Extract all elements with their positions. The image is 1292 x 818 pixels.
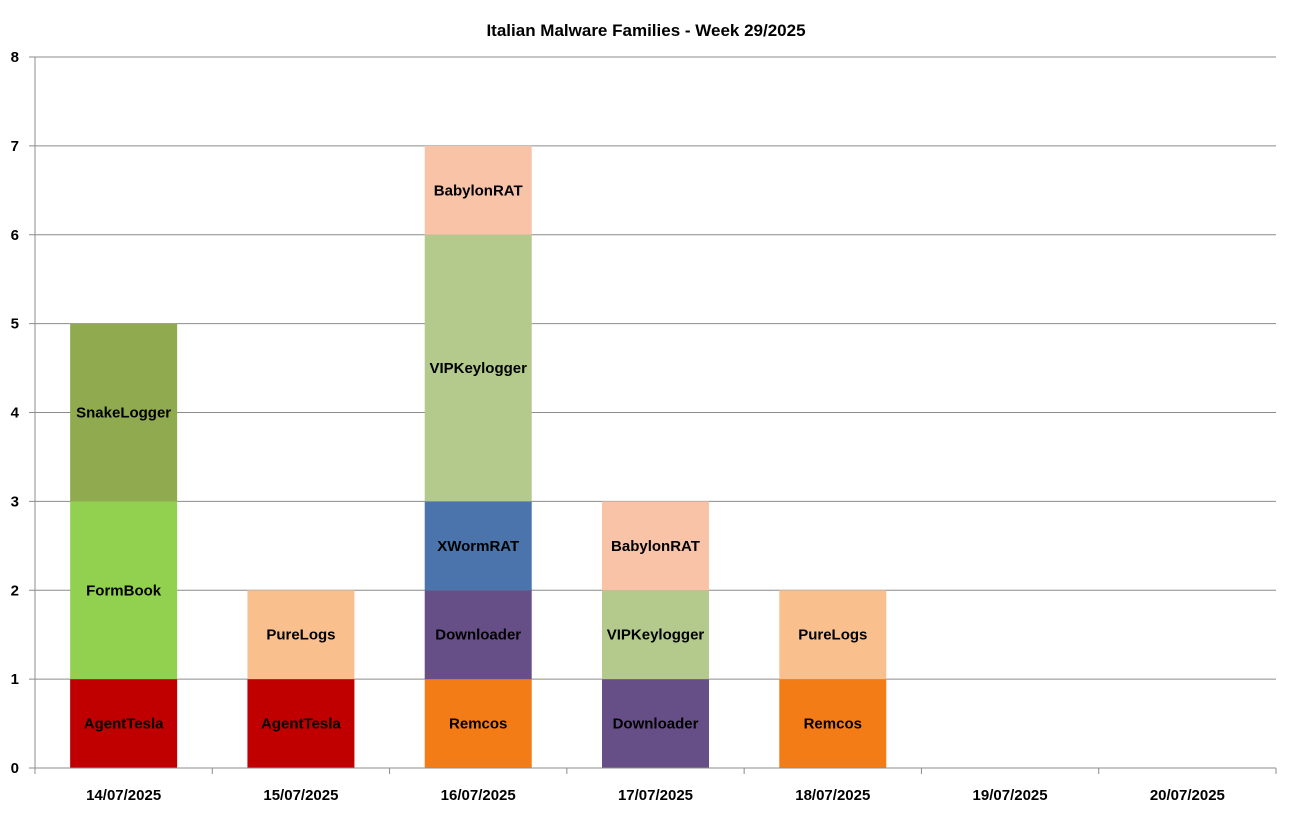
x-tick-label: 17/07/2025 xyxy=(618,787,693,804)
x-tick-label: 20/07/2025 xyxy=(1150,787,1225,804)
segment-label: Remcos xyxy=(804,716,862,733)
bar-segment xyxy=(602,501,709,591)
segment-label: BabylonRAT xyxy=(434,182,523,199)
segment-label: XWormRAT xyxy=(437,538,519,555)
bar-segment xyxy=(779,679,887,768)
segment-label: AgentTesla xyxy=(261,716,341,733)
segment-label: PureLogs xyxy=(798,627,867,644)
bar-segment xyxy=(424,679,532,768)
x-tick-label: 15/07/2025 xyxy=(263,787,338,804)
y-tick-label: 0 xyxy=(11,760,19,777)
bar-segment xyxy=(247,590,355,680)
y-tick-label: 4 xyxy=(11,405,20,422)
y-tick-label: 8 xyxy=(11,49,19,66)
segment-label: AgentTesla xyxy=(84,716,164,733)
bar-segment xyxy=(70,679,178,768)
axes xyxy=(29,56,1277,774)
bar-segment xyxy=(602,679,709,768)
y-tick-label: 6 xyxy=(11,227,19,244)
x-tick-label: 14/07/2025 xyxy=(86,787,161,804)
bar-segment xyxy=(247,679,355,768)
segment-label: BabylonRAT xyxy=(611,538,700,555)
chart-title: Italian Malware Families - Week 29/2025 xyxy=(486,21,805,40)
y-tick-label: 2 xyxy=(11,582,19,599)
x-tick-label: 16/07/2025 xyxy=(441,787,516,804)
bar-segment xyxy=(424,590,532,680)
y-tick-label: 5 xyxy=(11,316,19,333)
segment-label: SnakeLogger xyxy=(76,405,171,422)
bar-segment xyxy=(70,323,178,502)
x-tick-label: 19/07/2025 xyxy=(973,787,1048,804)
segment-label: FormBook xyxy=(86,582,162,599)
y-tick-label: 1 xyxy=(11,671,19,688)
segment-label: Remcos xyxy=(449,716,507,733)
bar-segment xyxy=(424,145,532,235)
segment-label: VIPKeylogger xyxy=(429,360,527,377)
bar-segment xyxy=(70,501,178,680)
bar-segment xyxy=(779,590,887,680)
x-tick-label: 18/07/2025 xyxy=(795,787,870,804)
bar-segment xyxy=(424,234,532,502)
segment-label: Downloader xyxy=(435,627,521,644)
tick-labels: 0 1 2 3 4 5 6 7 8 AgentTesla FormBook SnakeLogger Ag… xyxy=(11,49,1225,804)
bar-segment xyxy=(602,590,709,680)
segment-label: Downloader xyxy=(613,716,699,733)
segment-label: PureLogs xyxy=(266,627,335,644)
y-tick-label: 3 xyxy=(11,493,19,510)
bars xyxy=(70,145,887,768)
y-tick-label: 7 xyxy=(11,138,19,155)
bar-segment xyxy=(424,501,532,591)
segment-label: VIPKeylogger xyxy=(607,627,705,644)
